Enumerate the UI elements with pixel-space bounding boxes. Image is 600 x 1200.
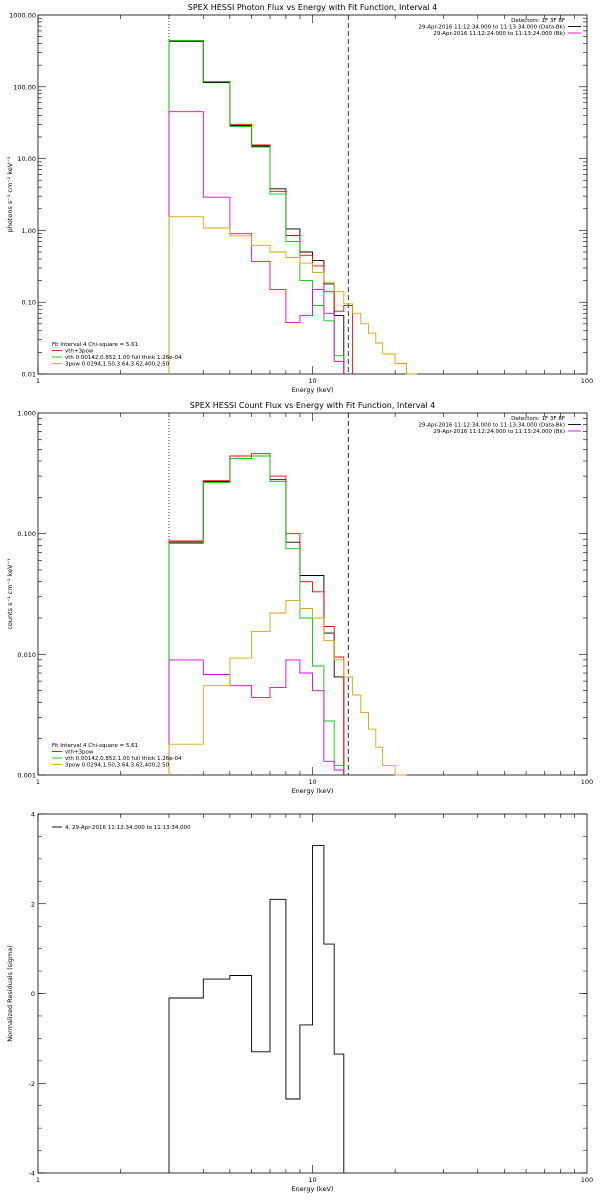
y-tick-label: 1000.00 [9,12,36,20]
y-axis-label: counts s⁻¹ cm⁻² keV⁻¹ [6,558,14,630]
legend-top-entry: 29-Apr-2016 11:12:24.000 to 11:13:24.000… [433,31,565,37]
histogram-series-1 [168,455,345,775]
x-axis-label: Energy (keV) [292,1185,334,1193]
histogram-series-3 [168,455,345,775]
legend-fit-entry: vth+3pow [65,750,94,756]
histogram-series-5 [168,216,417,375]
legend-top-entry: 29-Apr-2016 11:12:24.000 to 11:13:24.000… [433,429,565,435]
y-axis-label: photons s⁻¹ cm⁻² keV⁻¹ [6,156,14,232]
y-tick-label: 4 [31,811,35,819]
x-tick-label: 10 [308,377,316,385]
y-tick-label: -2 [29,1080,35,1088]
histogram-series-1 [168,844,345,1173]
x-tick-label: 100 [581,1176,593,1184]
legend-fit-entry: Fit Interval 4 Chi-square = 5.61 [52,743,138,749]
y-tick-label: 0.10 [22,299,36,307]
y-tick-label: 0.001 [17,772,36,780]
legend-residual-entry: 4, 29-Apr-2016 11:12:34.000 to 11:13:34.… [65,825,191,831]
y-tick-label: 0.010 [17,651,36,659]
legend-fit-entry: vth 0.00142,0.852,1.00 full thick 1.26e-… [65,355,182,361]
histogram-series-5 [168,599,407,776]
y-tick-label: 0.100 [17,530,36,538]
legend-fit-entry: Fit Interval 4 Chi-square = 5.61 [52,342,138,348]
legend-fit-entry: vth 0.00142,0.852,1.00 full thick 1.26e-… [65,756,182,762]
plot-frame [37,412,588,776]
x-axis-label: Energy (keV) [292,787,334,795]
legend-top-entry: 29-Apr-2016 11:12:34.000 to 11:13:34.000… [418,25,565,31]
legend-top-entry: 29-Apr-2016 11:12:34.000 to 11:13:34.000… [418,423,565,429]
y-tick-label: 1.00 [22,227,36,235]
x-tick-label: 10 [308,778,316,786]
legend-top-entry: Detectors: 1F 3F 8F [511,416,565,422]
histogram-series-3 [168,40,345,374]
histogram-series-4 [168,111,345,374]
x-tick-label: 100 [581,778,593,786]
x-tick-label: 1 [36,778,40,786]
x-axis-label: Energy (keV) [292,386,334,394]
x-tick-label: 1 [36,1176,40,1184]
y-tick-label: -4 [29,1170,35,1178]
histogram-series-2 [168,453,345,775]
y-tick-label: 0 [31,990,35,998]
histogram-series-2 [168,40,354,374]
y-tick-label: 0.01 [22,371,36,379]
legend-fit-entry: 3pow 0.0294,1.50,3.64,3.62,400,2.50 [65,362,170,368]
legend-fit-entry: vth+3pow [65,349,94,355]
legend-top-entry: Detectors: 1F 3F 8F [511,18,565,24]
y-tick-label: 100.00 [13,83,36,91]
x-tick-label: 1 [36,377,40,385]
y-axis-label: Normalized Residuals (sigma) [6,945,14,1042]
y-tick-label: 2 [31,900,35,908]
y-tick-label: 10.00 [17,155,36,163]
x-tick-label: 100 [581,377,593,385]
y-tick-label: 1.000 [17,410,36,418]
legend-fit-entry: 3pow 0.0294,1.50,3.64,3.62,400,2.50 [65,763,170,769]
histogram-series-1 [168,40,345,374]
plot-frame [37,14,588,375]
histogram-series-4 [168,659,345,775]
x-tick-label: 10 [308,1176,316,1184]
chart-title: SPEX HESSI Photon Flux vs Energy with Fi… [188,3,438,12]
chart-title: SPEX HESSI Count Flux vs Energy with Fit… [190,401,435,410]
